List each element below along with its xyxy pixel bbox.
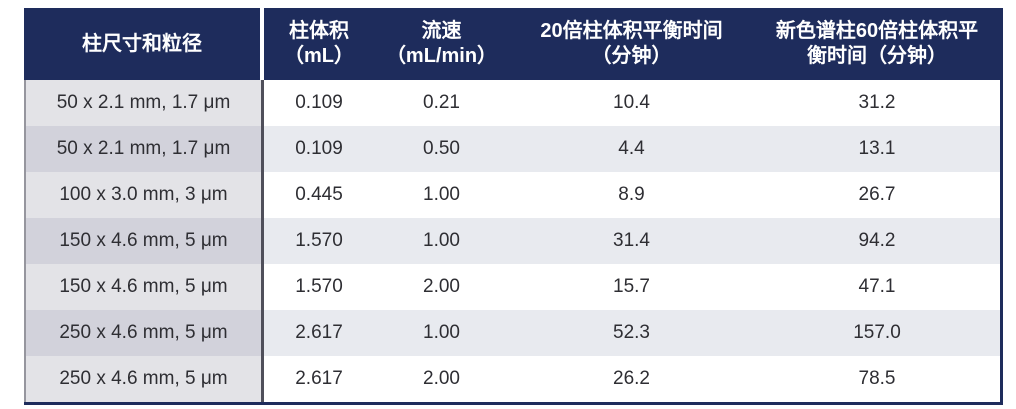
cell-time-60x: 78.5 — [754, 356, 1000, 402]
cell-volume: 1.570 — [264, 218, 374, 264]
cell-column-size: 250 x 4.6 mm, 5 μm — [24, 310, 264, 356]
table-row: 100 x 3.0 mm, 3 μm 0.445 1.00 8.9 26.7 — [24, 172, 1000, 218]
table-row: 250 x 4.6 mm, 5 μm 2.617 2.00 26.2 78.5 — [24, 356, 1000, 402]
cell-column-size: 100 x 3.0 mm, 3 μm — [24, 172, 264, 218]
equilibration-table: 柱尺寸和粒径 柱体积 （mL） 流速 （mL/min） 20倍柱体积平衡时间 （… — [24, 8, 1003, 405]
cell-flow-rate: 1.00 — [374, 218, 509, 264]
header-label: 柱尺寸和粒径 — [82, 32, 202, 55]
table-row: 150 x 4.6 mm, 5 μm 1.570 2.00 15.7 47.1 — [24, 264, 1000, 310]
cell-flow-rate: 2.00 — [374, 356, 509, 402]
cell-volume: 2.617 — [264, 356, 374, 402]
cell-column-size: 250 x 4.6 mm, 5 μm — [24, 356, 264, 402]
cell-flow-rate: 1.00 — [374, 310, 509, 356]
cell-time-20x: 4.4 — [509, 126, 754, 172]
cell-time-20x: 31.4 — [509, 218, 754, 264]
cell-volume: 0.109 — [264, 80, 374, 126]
header-label-unit: （分钟） — [591, 45, 672, 67]
cell-column-size: 50 x 2.1 mm, 1.7 μm — [24, 80, 264, 126]
cell-time-20x: 15.7 — [509, 264, 754, 310]
table-row: 150 x 4.6 mm, 5 μm 1.570 1.00 31.4 94.2 — [24, 218, 1000, 264]
header-cell-column-size: 柱尺寸和粒径 — [24, 8, 264, 80]
cell-time-60x: 94.2 — [754, 218, 1000, 264]
table-row: 250 x 4.6 mm, 5 μm 2.617 1.00 52.3 157.0 — [24, 310, 1000, 356]
header-cell-equilibration-20x: 20倍柱体积平衡时间 （分钟） — [509, 8, 754, 80]
cell-time-60x: 26.7 — [754, 172, 1000, 218]
cell-flow-rate: 2.00 — [374, 264, 509, 310]
cell-time-60x: 31.2 — [754, 80, 1000, 126]
cell-volume: 0.445 — [264, 172, 374, 218]
cell-time-20x: 8.9 — [509, 172, 754, 218]
header-cell-equilibration-60x: 新色谱柱60倍柱体积平 衡时间（分钟） — [754, 8, 1000, 80]
cell-time-60x: 47.1 — [754, 264, 1000, 310]
cell-column-size: 50 x 2.1 mm, 1.7 μm — [24, 126, 264, 172]
header-label-unit: （mL/min） — [385, 45, 498, 67]
cell-volume: 0.109 — [264, 126, 374, 172]
cell-volume: 1.570 — [264, 264, 374, 310]
table-row: 50 x 2.1 mm, 1.7 μm 0.109 0.21 10.4 31.2 — [24, 80, 1000, 126]
cell-flow-rate: 1.00 — [374, 172, 509, 218]
table-row: 50 x 2.1 mm, 1.7 μm 0.109 0.50 4.4 13.1 — [24, 126, 1000, 172]
table-header-row: 柱尺寸和粒径 柱体积 （mL） 流速 （mL/min） 20倍柱体积平衡时间 （… — [24, 8, 1000, 80]
cell-time-20x: 52.3 — [509, 310, 754, 356]
cell-column-size: 150 x 4.6 mm, 5 μm — [24, 218, 264, 264]
cell-time-20x: 10.4 — [509, 80, 754, 126]
cell-flow-rate: 0.21 — [374, 80, 509, 126]
header-label-unit: 衡时间（分钟） — [807, 45, 947, 67]
header-label: 柱体积 — [289, 20, 349, 42]
cell-time-60x: 13.1 — [754, 126, 1000, 172]
header-label: 20倍柱体积平衡时间 — [540, 20, 723, 42]
cell-column-size: 150 x 4.6 mm, 5 μm — [24, 264, 264, 310]
header-label: 流速 — [421, 20, 462, 42]
header-label-unit: （mL） — [284, 45, 354, 67]
header-label: 新色谱柱60倍柱体积平 — [775, 20, 979, 42]
header-cell-column-volume: 柱体积 （mL） — [264, 8, 374, 80]
header-cell-flow-rate: 流速 （mL/min） — [374, 8, 509, 80]
cell-time-60x: 157.0 — [754, 310, 1000, 356]
cell-volume: 2.617 — [264, 310, 374, 356]
cell-time-20x: 26.2 — [509, 356, 754, 402]
cell-flow-rate: 0.50 — [374, 126, 509, 172]
